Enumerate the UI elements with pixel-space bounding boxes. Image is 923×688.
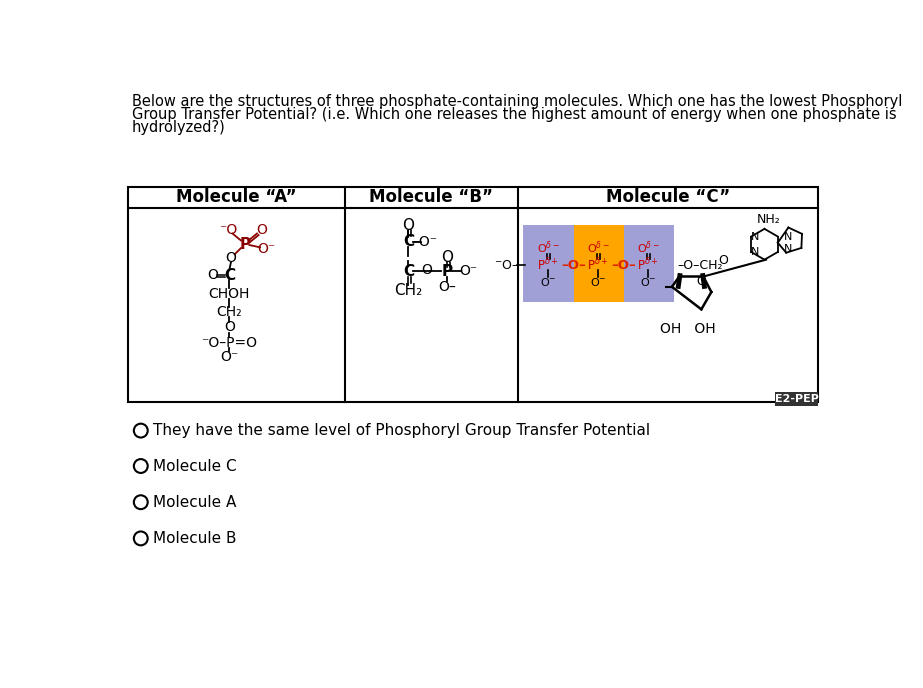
Text: O: O — [224, 321, 234, 334]
Text: C: C — [402, 264, 414, 279]
Text: O: O — [421, 264, 432, 277]
Text: Group Transfer Potential? (i.e. Which one releases the highest amount of energy : Group Transfer Potential? (i.e. Which on… — [132, 107, 896, 122]
Text: C: C — [223, 268, 234, 283]
Text: CH₂: CH₂ — [217, 305, 242, 319]
Text: O$^{\delta-}$: O$^{\delta-}$ — [637, 240, 660, 257]
Text: –O–CH₂: –O–CH₂ — [677, 259, 723, 272]
Text: Molecule “C”: Molecule “C” — [606, 189, 730, 206]
Text: O$^{-}$: O$^{-}$ — [640, 276, 656, 288]
Text: O⁻: O⁻ — [221, 350, 238, 364]
Bar — [624, 225, 674, 302]
Text: OH   OH: OH OH — [660, 322, 715, 336]
Text: O$^{-}$: O$^{-}$ — [590, 276, 606, 288]
Text: N: N — [784, 244, 792, 254]
Bar — [775, 392, 819, 406]
Text: E2-PEP: E2-PEP — [775, 394, 819, 404]
Text: Molecule C: Molecule C — [153, 458, 236, 473]
Text: –O⁻: –O⁻ — [413, 235, 438, 249]
Text: P$^{\delta+}$: P$^{\delta+}$ — [587, 257, 609, 273]
Text: –O–: –O– — [611, 259, 636, 272]
Text: CHOH: CHOH — [209, 286, 250, 301]
Text: N: N — [751, 232, 760, 241]
Text: O: O — [257, 224, 267, 237]
Text: O: O — [207, 268, 218, 282]
Text: O$^{-}$: O$^{-}$ — [540, 276, 557, 288]
Text: O: O — [402, 217, 414, 233]
Text: ⁻O–P=O: ⁻O–P=O — [201, 336, 258, 350]
Text: O: O — [225, 251, 236, 265]
Text: hydrolyzed?): hydrolyzed?) — [132, 120, 225, 136]
Text: O–: O– — [438, 279, 456, 294]
Bar — [573, 225, 624, 302]
Text: Below are the structures of three phosphate-containing molecules. Which one has : Below are the structures of three phosph… — [132, 94, 902, 109]
Text: O⁻: O⁻ — [258, 242, 275, 256]
Text: O$^{\delta-}$: O$^{\delta-}$ — [587, 240, 609, 257]
Text: O$^{\delta-}$: O$^{\delta-}$ — [537, 240, 559, 257]
Text: P$^{\delta+}$: P$^{\delta+}$ — [637, 257, 659, 273]
Text: P: P — [441, 264, 452, 279]
Text: Molecule A: Molecule A — [153, 495, 236, 510]
Text: Molecule “B”: Molecule “B” — [369, 189, 494, 206]
Text: C: C — [402, 235, 414, 250]
Text: Molecule “A”: Molecule “A” — [176, 189, 296, 206]
Text: $^{-}$O–: $^{-}$O– — [494, 259, 519, 272]
Text: CH₂: CH₂ — [394, 283, 423, 298]
Text: N: N — [751, 247, 760, 257]
Text: P$^{\delta+}$: P$^{\delta+}$ — [537, 257, 559, 273]
Text: NH₂: NH₂ — [757, 213, 780, 226]
Bar — [523, 225, 573, 302]
Text: N: N — [784, 232, 792, 241]
Bar — [127, 186, 819, 402]
Text: They have the same level of Phosphoryl Group Transfer Potential: They have the same level of Phosphoryl G… — [153, 423, 650, 438]
Text: P: P — [239, 237, 250, 252]
Text: Molecule B: Molecule B — [153, 531, 236, 546]
Text: O: O — [697, 275, 706, 288]
Text: O: O — [719, 254, 728, 267]
Text: ⁻O: ⁻O — [219, 224, 237, 237]
Text: –O–: –O– — [561, 259, 586, 272]
Text: O: O — [441, 250, 453, 265]
Text: O⁻: O⁻ — [460, 264, 477, 278]
